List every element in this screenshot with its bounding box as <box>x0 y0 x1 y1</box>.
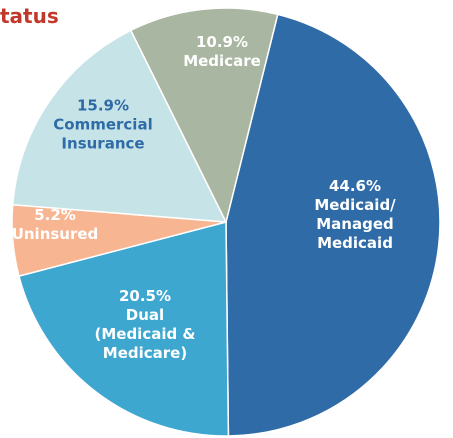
category-label: Medicaid/ Managed Medicaid <box>314 196 396 252</box>
category-label: Commercial Insurance <box>53 115 153 153</box>
category-label: Dual (Medicaid & Medicare) <box>94 306 196 362</box>
slice-label: 10.9% Medicare <box>183 33 261 71</box>
slice-label: 5.2% Uninsured <box>12 206 99 244</box>
value-label: 15.9% <box>76 96 130 115</box>
chart-title: tatus <box>0 4 59 28</box>
slice-label: 44.6% Medicaid/ Managed Medicaid <box>306 177 404 253</box>
slice-label: 15.9% Commercial Insurance <box>53 97 152 154</box>
value-label: 20.5% <box>118 287 172 305</box>
category-label: Uninsured <box>11 225 99 243</box>
pie-slice <box>129 7 279 225</box>
pie-slice <box>225 13 441 437</box>
value-label: 44.6% <box>328 177 382 195</box>
value-label: 5.2% <box>34 206 76 224</box>
slice-label: 20.5% Dual (Medicaid & Medicare) <box>94 287 195 363</box>
pie-slice <box>11 29 228 223</box>
pie-slice <box>18 221 230 437</box>
value-label: 10.9% <box>195 33 249 51</box>
category-label: Medicare <box>183 52 261 70</box>
